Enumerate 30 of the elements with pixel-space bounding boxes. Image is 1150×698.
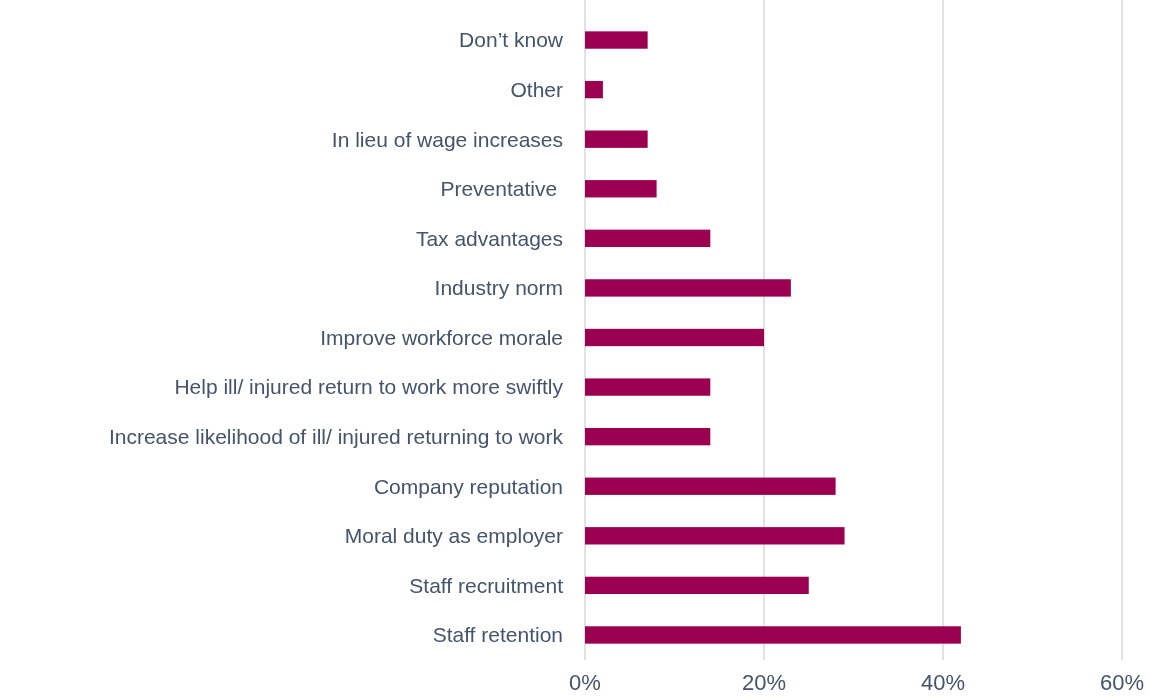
bar xyxy=(585,328,764,347)
y-tick-label: Industry norm xyxy=(434,276,563,300)
x-tick-label: 40% xyxy=(920,670,966,695)
bar xyxy=(585,31,648,49)
y-tick-label: Tax advantages xyxy=(415,226,563,250)
y-tick-label: Improve workforce morale xyxy=(320,325,563,349)
bar xyxy=(585,477,836,495)
y-tick-label: Company reputation xyxy=(373,474,563,498)
y-tick-label: Staff recruitment xyxy=(409,573,564,597)
y-tick-label: Preventative xyxy=(440,177,563,201)
y-tick-label: Increase likelihood of ill/ injured returning to work xyxy=(108,425,564,448)
bar xyxy=(585,427,711,446)
bar xyxy=(585,130,648,148)
bar xyxy=(585,279,791,297)
bar xyxy=(585,180,657,198)
bar xyxy=(585,626,961,644)
x-tick-label: 20% xyxy=(741,670,787,695)
y-tick-label: Moral duty as employer xyxy=(344,524,563,548)
x-tick-label: 60% xyxy=(1099,670,1145,695)
y-tick-label: In lieu of wage increases xyxy=(331,127,563,151)
bar xyxy=(585,527,845,545)
bar xyxy=(585,229,711,248)
y-tick-label: Staff retention xyxy=(432,623,563,647)
y-tick-label: Other xyxy=(510,77,563,101)
bar xyxy=(585,80,603,99)
x-tick-label: 0% xyxy=(569,670,601,695)
bar xyxy=(585,378,711,396)
y-tick-label: Help ill/ injured return to work more swiftly xyxy=(174,375,564,399)
y-tick-label: Don’t know xyxy=(459,28,564,52)
bar xyxy=(585,576,809,595)
